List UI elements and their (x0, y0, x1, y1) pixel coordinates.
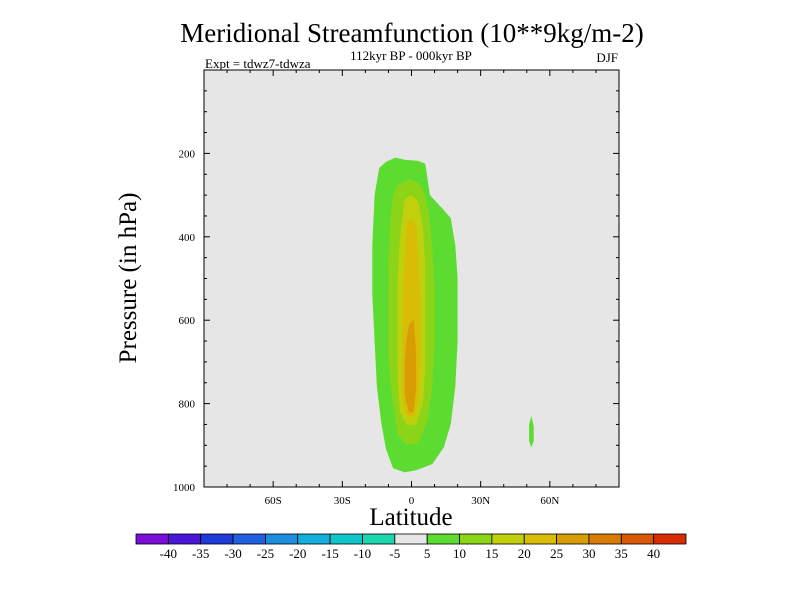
contour-level-25-4 (404, 320, 417, 413)
colorbar-label: 10 (453, 546, 466, 561)
colorbar-label: 20 (518, 546, 531, 561)
colorbar-box (491, 533, 525, 545)
y-axis-label: Pressure (in hPa) (115, 193, 142, 364)
colorbar-label: 15 (485, 546, 498, 561)
colorbar-label: -25 (257, 546, 274, 561)
season-label: DJF (596, 50, 618, 65)
x-axis-label: Latitude (369, 504, 452, 531)
colorbar-box (167, 533, 202, 545)
contour-level-5-5 (529, 416, 534, 448)
chart-subtitle: 112kyr BP - 000kyr BP (350, 48, 472, 63)
contour-fills (372, 157, 534, 473)
colorbar-label: 5 (424, 546, 431, 561)
y-tick-label: 400 (179, 232, 196, 244)
colorbar-box (523, 533, 557, 545)
colorbar-label: -5 (389, 546, 400, 561)
x-tick-label: 60N (540, 495, 559, 507)
y-tick-label: 1000 (173, 482, 196, 494)
colorbar-box (297, 533, 331, 545)
colorbar-box (329, 533, 363, 545)
colorbar-box (394, 533, 428, 545)
x-tick-label: 60S (265, 495, 282, 507)
colorbar-label: -40 (160, 546, 177, 561)
colorbar-label: -10 (354, 546, 371, 561)
expt-label: Expt = tdwz7-tdwza (205, 56, 311, 71)
y-tick-label: 800 (179, 399, 196, 411)
minor-ticks (204, 70, 619, 487)
colorbar-box (200, 533, 234, 545)
colorbar-label: 35 (615, 546, 628, 561)
colorbar: -40 -35 -30 -25 -20 -15 -10 -5 5 10 15 20 25 30 35 40 (135, 533, 687, 561)
x-tick-label: 30N (471, 495, 490, 507)
colorbar-label: -20 (289, 546, 306, 561)
colorbar-box (459, 533, 493, 545)
chart-title: Meridional Streamfunction (10**9kg/m-2) (180, 18, 643, 48)
colorbar-box (588, 533, 622, 545)
colorbar-label: 40 (647, 546, 660, 561)
colorbar-box (135, 533, 169, 545)
colorbar-box (362, 533, 396, 545)
colorbar-box (265, 533, 299, 545)
colorbar-box (620, 533, 655, 545)
colorbar-label: 30 (582, 546, 595, 561)
colorbar-label: 25 (550, 546, 563, 561)
y-axis-ticks: 200 400 600 800 1000 (173, 148, 619, 494)
y-tick-label: 200 (179, 148, 196, 160)
x-tick-label: 0 (409, 495, 415, 507)
colorbar-box (653, 533, 687, 545)
colorbar-box (232, 533, 266, 545)
colorbar-label: -30 (224, 546, 241, 561)
colorbar-label: -35 (192, 546, 209, 561)
colorbar-box (426, 533, 460, 545)
colorbar-box (556, 533, 590, 545)
colorbar-label: -15 (321, 546, 338, 561)
x-axis-ticks: 60S 30S 0 30N 60N (265, 70, 559, 507)
y-tick-label: 600 (179, 315, 196, 327)
x-tick-label: 30S (334, 495, 351, 507)
